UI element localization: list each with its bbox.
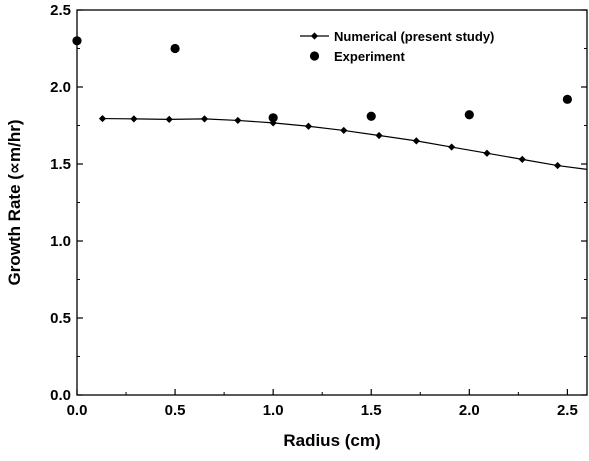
x-tick-label: 1.5 [361, 402, 382, 419]
numerical-point [412, 137, 420, 145]
experiment-point [366, 111, 376, 121]
numerical-point [304, 122, 313, 130]
numerical-point [518, 155, 526, 163]
x-tick-label: 2.0 [459, 402, 480, 419]
x-axis-title: Radius (cm) [283, 431, 380, 450]
x-tick-label: 2.5 [557, 402, 578, 419]
y-tick-label: 2.5 [50, 2, 71, 19]
y-axis-title: Growth Rate (∝m/hr) [5, 119, 24, 285]
experiment-point [268, 113, 278, 123]
y-tick-label: 0.0 [50, 387, 71, 404]
axes-layer: 0.0 0.5 1.0 1.5 2.0 2.5 0.0 0.5 1.0 1.5 2.0 2.5 Radi… [5, 2, 588, 450]
y-tick-label: 1.5 [50, 156, 71, 173]
plot-layer [72, 36, 588, 170]
y-tick-label: 0.5 [50, 310, 71, 327]
numerical-point [375, 131, 383, 140]
x-tick-label: 0.5 [165, 402, 186, 419]
numerical-series-line [102, 117, 588, 170]
x-tick-label: 1.0 [263, 402, 284, 419]
experiment-point [170, 43, 180, 54]
numerical-point [200, 115, 209, 123]
numerical-point [234, 116, 242, 125]
numerical-point [269, 119, 277, 127]
legend-experiment-label: Experiment [334, 49, 405, 64]
y-tick-label: 1.0 [50, 233, 71, 250]
numerical-point [165, 115, 173, 123]
x-tick-label: 0.0 [67, 402, 88, 419]
experiment-point [464, 110, 474, 120]
legend-numerical-marker [310, 32, 319, 40]
numerical-point [553, 161, 562, 170]
numerical-point [340, 126, 348, 135]
numerical-point [98, 114, 107, 123]
legend-numerical-label: Numerical (present study) [334, 29, 494, 44]
numerical-point [448, 143, 456, 151]
plot-frame [76, 9, 588, 396]
legend-experiment-marker [309, 51, 320, 61]
y-tick-label: 2.0 [50, 79, 71, 96]
numerical-point [483, 149, 491, 157]
experiment-point [562, 94, 572, 104]
legend: Numerical (present study) Experiment [300, 29, 494, 64]
numerical-point [130, 115, 138, 123]
